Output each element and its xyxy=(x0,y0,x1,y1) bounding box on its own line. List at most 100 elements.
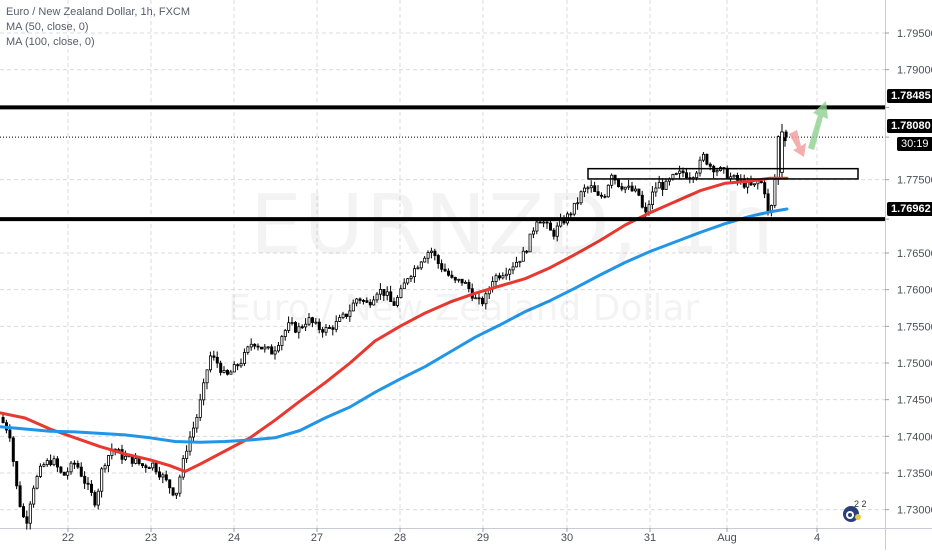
candle-body xyxy=(637,188,641,196)
candle-body xyxy=(433,250,437,256)
candle-body xyxy=(457,278,461,281)
candle-body xyxy=(708,163,712,167)
forecast-arrow-down xyxy=(789,130,806,157)
candle-body xyxy=(69,462,73,473)
candle-body xyxy=(222,370,226,373)
candle-body xyxy=(664,180,668,190)
candle-body xyxy=(460,278,464,284)
candle-body xyxy=(436,255,440,264)
candle-body xyxy=(28,503,32,524)
candle-body xyxy=(253,343,257,347)
candle-body xyxy=(198,399,202,418)
candle-body xyxy=(327,327,331,329)
x-tick-label: 23 xyxy=(145,532,157,544)
candle-body xyxy=(310,317,314,323)
candle-body xyxy=(79,466,83,477)
candle-body xyxy=(654,187,658,193)
candle-body xyxy=(219,362,223,373)
candle-body xyxy=(657,181,661,189)
candle-body xyxy=(542,221,546,224)
candle-body xyxy=(549,222,553,231)
candle-body xyxy=(409,276,413,280)
candle-body xyxy=(702,153,706,161)
candle-body xyxy=(348,310,352,317)
candle-body xyxy=(640,194,644,208)
candle-body xyxy=(334,321,338,330)
candle-body xyxy=(446,270,450,276)
candle-body xyxy=(372,299,376,306)
candle-body xyxy=(576,202,580,205)
candle-body xyxy=(76,462,80,468)
candle-body xyxy=(480,297,484,305)
candle-body xyxy=(589,185,593,189)
candle-body xyxy=(375,293,379,301)
candle-body xyxy=(39,465,43,477)
candle-body xyxy=(610,174,614,186)
candle-body xyxy=(259,346,263,350)
candle-body xyxy=(276,345,280,352)
candle-body xyxy=(525,250,529,253)
candle-body xyxy=(661,181,665,190)
candle-body xyxy=(532,230,536,235)
candle-body xyxy=(518,260,522,263)
candle-body xyxy=(613,174,617,181)
candle-body xyxy=(521,250,525,262)
candle-body xyxy=(674,173,678,175)
candle-body xyxy=(270,346,274,355)
candle-body xyxy=(93,492,97,506)
candle-body xyxy=(681,170,685,174)
candle-body xyxy=(365,300,369,303)
candle-body xyxy=(511,266,515,271)
candle-body xyxy=(154,462,158,473)
candle-body xyxy=(535,221,539,232)
candle-body xyxy=(596,191,600,196)
x-tick-label: 31 xyxy=(644,532,656,544)
chart-legend: Euro / New Zealand Dollar, 1h, FXCM MA (… xyxy=(6,5,190,50)
candle-body xyxy=(606,184,610,198)
candle-body xyxy=(463,282,467,284)
x-tick-label: 22 xyxy=(62,532,74,544)
candle-body xyxy=(450,274,454,278)
candle-body xyxy=(300,326,304,329)
candle-body xyxy=(603,195,607,198)
y-tick-label: 1.73000 xyxy=(897,505,932,517)
candle-body xyxy=(8,429,12,439)
candle-body xyxy=(15,461,19,487)
candle-body xyxy=(45,460,49,465)
candle-body xyxy=(501,275,505,279)
candle-body xyxy=(151,462,155,469)
candle-body xyxy=(195,416,199,429)
x-tick-label: 24 xyxy=(228,532,240,544)
candle-body xyxy=(107,455,111,467)
candle-body xyxy=(392,301,396,306)
candle-body xyxy=(515,261,519,268)
price-label-current: 1.78080 xyxy=(887,119,932,133)
candle-body xyxy=(623,186,627,190)
candle-body xyxy=(776,136,780,180)
candle-body xyxy=(304,323,308,328)
candle-body xyxy=(497,275,501,279)
candle-body xyxy=(583,187,587,193)
candle-body xyxy=(355,298,359,304)
candle-body xyxy=(202,382,206,401)
candle-body xyxy=(144,465,148,468)
candle-body xyxy=(100,468,104,492)
candle-body xyxy=(508,269,512,275)
candle-body xyxy=(732,174,736,178)
candle-body xyxy=(242,352,246,364)
candle-body xyxy=(678,170,682,174)
candle-body xyxy=(784,131,788,138)
x-tick-label: 30 xyxy=(561,532,573,544)
candle-body xyxy=(361,300,365,302)
candle-body xyxy=(273,350,277,355)
tradingview-logo-icon[interactable] xyxy=(841,502,867,522)
countdown-label: 30:19 xyxy=(897,137,932,151)
candle-body xyxy=(368,301,372,306)
candle-body xyxy=(1,416,5,424)
candle-body xyxy=(429,250,433,253)
candle-body xyxy=(62,471,66,476)
candle-body xyxy=(25,516,29,524)
ma50-line xyxy=(0,176,789,473)
